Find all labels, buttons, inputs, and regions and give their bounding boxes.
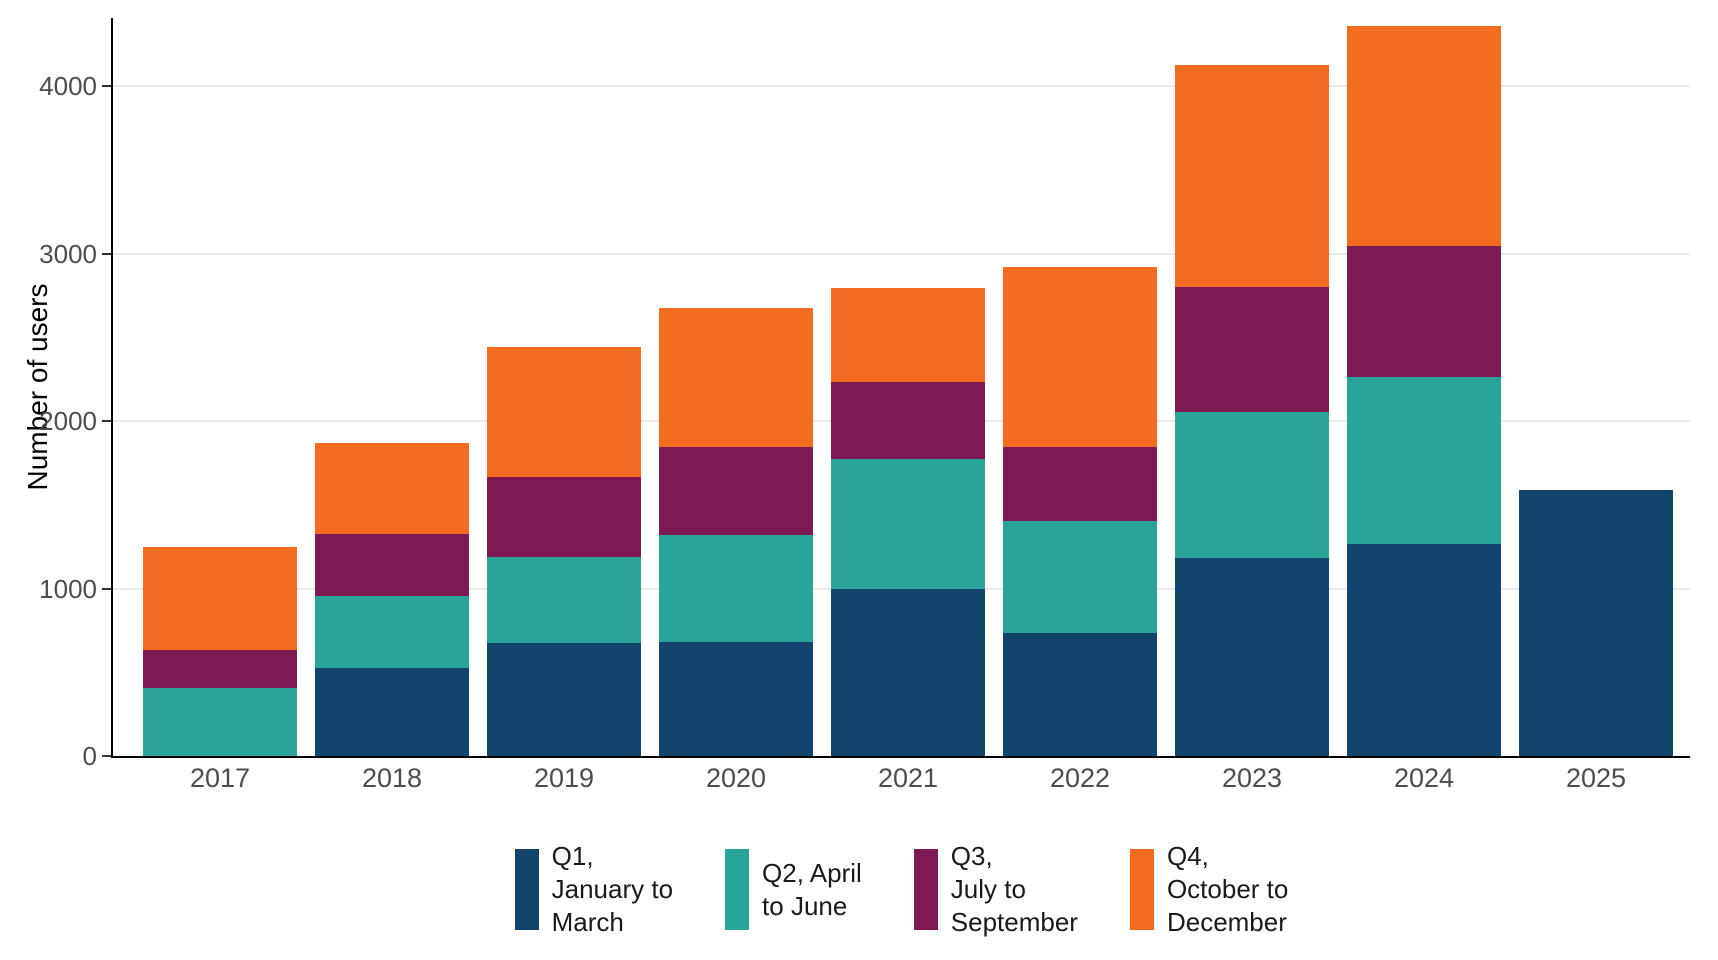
y-axis-title-text: Number of users: [22, 283, 53, 491]
bar-segment-2019-Q2 April: [487, 556, 641, 643]
bar-segment-2024-Q1: [1347, 544, 1501, 756]
gridline-4000: [113, 85, 1690, 87]
legend-label: Q1, January to March: [551, 841, 674, 937]
bar-2022: [1003, 18, 1157, 756]
bar-segment-2021-Q2 April: [831, 458, 985, 589]
bar-segment-2021-Q3: [831, 381, 985, 459]
bar-2017: [143, 18, 297, 756]
bar-segment-2025-Q1: [1519, 489, 1673, 756]
legend-label: Q3, July to September: [950, 841, 1078, 937]
bar-segment-2018-Q3: [315, 534, 469, 597]
bar-2020: [659, 18, 813, 756]
bar-segment-2020-Q3: [659, 446, 813, 535]
plot-area: 0 1000 2000 3000 4000: [39, 18, 1690, 769]
y-axis-tick-label: 1000: [39, 573, 97, 604]
bar-segment-2022-Q3: [1003, 446, 1157, 521]
x-axis-tick-label: 2024: [1393, 763, 1455, 793]
y-tick-4000: [102, 85, 111, 87]
bar-segment-2018-Q1: [315, 668, 469, 756]
x-axis-tick-label: 2019: [533, 763, 595, 793]
legend-item: Q4, October to December: [1129, 840, 1289, 939]
legend-swatch: [1129, 849, 1154, 930]
bar-segment-2017-Q2 April: [143, 688, 297, 756]
legend-item: Q1, January to March: [514, 840, 674, 939]
bar-segment-2024-Q3: [1347, 245, 1501, 377]
y-axis-tick-label: 0: [82, 741, 97, 771]
bar-segment-2019-Q4: [487, 347, 641, 478]
bar-segment-2021-Q1: [831, 588, 985, 756]
y-tick-3000: [102, 252, 111, 255]
x-axis-tick-label: 2025: [1565, 763, 1627, 793]
bar-segment-2019-Q3: [487, 477, 641, 557]
y-tick-2000: [102, 420, 111, 422]
gridline-3000: [113, 252, 1690, 255]
bar-2025: [1519, 18, 1673, 756]
bar-segment-2020-Q1: [659, 642, 813, 756]
legend-swatch: [913, 849, 938, 930]
bar-segment-2020-Q2 April: [659, 534, 813, 643]
y-axis-tick-label: 2000: [39, 406, 97, 436]
x-axis-line: [111, 756, 1690, 758]
bar-segment-2023-Q4: [1175, 65, 1329, 287]
bar-2018: [315, 18, 469, 756]
x-axis-tick-label: 2018: [361, 763, 423, 793]
x-axis-tick-label: 2023: [1221, 763, 1283, 793]
y-tick-0: [102, 755, 111, 757]
bar-segment-2020-Q4: [659, 307, 813, 447]
bar-segment-2022-Q4: [1003, 266, 1157, 447]
bar-segment-2023-Q1: [1175, 557, 1329, 756]
legend-swatch: [725, 849, 750, 930]
y-axis-line: [111, 18, 113, 758]
x-axis-tick-label: 2021: [877, 763, 939, 793]
bar-segment-2018-Q4: [315, 442, 469, 535]
bar-segment-2023-Q3: [1175, 287, 1329, 412]
y-tick-1000: [102, 587, 111, 590]
legend: Q1, January to March Q2, April to June Q3,…: [113, 840, 1690, 939]
bar-segment-2017-Q3: [143, 650, 297, 689]
bar-segment-2022-Q1: [1003, 632, 1157, 756]
bar-segment-2023-Q2 April: [1175, 411, 1329, 558]
x-axis-tick-label: 2022: [1049, 763, 1111, 793]
bar-2021: [831, 18, 985, 756]
y-axis-tick-label: 3000: [39, 238, 97, 269]
bar-segment-2018-Q2 April: [315, 596, 469, 669]
x-axis-tick-label: 2020: [705, 763, 767, 793]
legend-swatch: [514, 849, 539, 930]
legend-label: Q4, October to December: [1166, 841, 1289, 937]
bar-2019: [487, 18, 641, 756]
bar-2023: [1175, 18, 1329, 756]
bar-segment-2021-Q4: [831, 287, 985, 382]
bar-segment-2017-Q4: [143, 547, 297, 651]
bar-segment-2019-Q1: [487, 642, 641, 756]
legend-item: Q3, July to September: [913, 840, 1078, 939]
bar-segment-2024-Q4: [1347, 25, 1501, 246]
x-axis-tick-label: 2017: [189, 763, 251, 793]
bar-2024: [1347, 18, 1501, 756]
legend-item: Q2, April to June: [725, 849, 862, 930]
legend-label: Q2, April to June: [762, 857, 862, 921]
bar-segment-2024-Q2 April: [1347, 376, 1501, 545]
bar-segment-2022-Q2 April: [1003, 520, 1157, 633]
y-axis-tick-label: 4000: [39, 71, 97, 101]
